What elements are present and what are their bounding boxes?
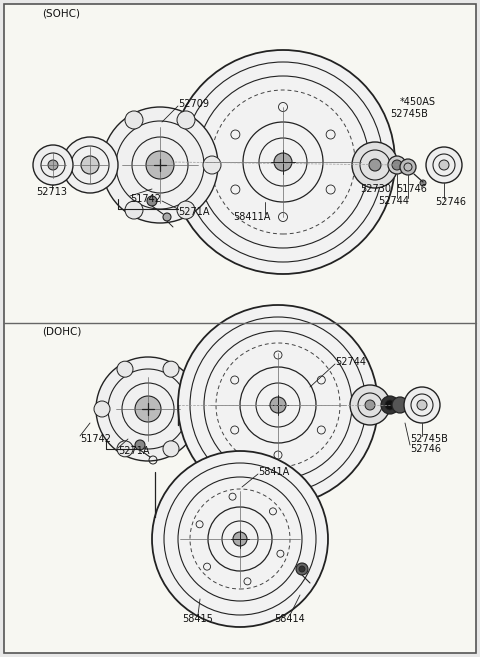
Circle shape bbox=[125, 111, 143, 129]
Circle shape bbox=[171, 50, 395, 274]
Text: 52730: 52730 bbox=[360, 184, 391, 194]
Circle shape bbox=[135, 396, 161, 422]
Circle shape bbox=[177, 111, 195, 129]
Circle shape bbox=[117, 441, 133, 457]
Text: 52709: 52709 bbox=[178, 99, 209, 109]
Circle shape bbox=[385, 400, 395, 410]
Text: 5271A: 5271A bbox=[178, 207, 209, 217]
Circle shape bbox=[81, 156, 99, 174]
Circle shape bbox=[163, 213, 171, 221]
Circle shape bbox=[203, 156, 221, 174]
Text: 5841A: 5841A bbox=[258, 467, 289, 477]
Circle shape bbox=[125, 201, 143, 219]
Text: 52746: 52746 bbox=[410, 444, 441, 454]
Text: 52746: 52746 bbox=[435, 197, 466, 207]
Text: 52745B: 52745B bbox=[410, 434, 448, 444]
Circle shape bbox=[369, 159, 381, 171]
Circle shape bbox=[94, 401, 110, 417]
Circle shape bbox=[420, 180, 426, 186]
Circle shape bbox=[404, 387, 440, 423]
Circle shape bbox=[365, 400, 375, 410]
Circle shape bbox=[177, 201, 195, 219]
Text: 58411A: 58411A bbox=[233, 212, 271, 222]
Circle shape bbox=[400, 159, 416, 175]
Circle shape bbox=[274, 153, 292, 171]
Circle shape bbox=[381, 396, 399, 414]
Circle shape bbox=[163, 441, 179, 457]
Circle shape bbox=[62, 137, 118, 193]
Circle shape bbox=[96, 357, 200, 461]
Circle shape bbox=[392, 160, 402, 170]
Circle shape bbox=[352, 142, 398, 188]
Circle shape bbox=[426, 147, 462, 183]
Text: (SOHC): (SOHC) bbox=[42, 8, 80, 18]
Text: 52713: 52713 bbox=[36, 187, 68, 197]
Circle shape bbox=[48, 160, 58, 170]
Circle shape bbox=[117, 361, 133, 377]
Circle shape bbox=[296, 563, 308, 575]
Circle shape bbox=[163, 361, 179, 377]
Circle shape bbox=[270, 397, 286, 413]
Circle shape bbox=[152, 451, 328, 627]
Circle shape bbox=[146, 151, 174, 179]
Circle shape bbox=[417, 400, 427, 410]
Circle shape bbox=[135, 440, 145, 450]
Text: 58415: 58415 bbox=[182, 614, 214, 624]
Text: 58414: 58414 bbox=[275, 614, 305, 624]
Circle shape bbox=[178, 305, 378, 505]
Circle shape bbox=[392, 397, 408, 413]
Text: *450AS: *450AS bbox=[400, 97, 436, 107]
Text: 52744: 52744 bbox=[335, 357, 366, 367]
Circle shape bbox=[350, 385, 390, 425]
Circle shape bbox=[388, 156, 406, 174]
Circle shape bbox=[186, 401, 202, 417]
Text: 52744: 52744 bbox=[378, 196, 409, 206]
Circle shape bbox=[147, 196, 157, 206]
Text: 5271A: 5271A bbox=[118, 446, 149, 456]
Text: (DOHC): (DOHC) bbox=[42, 326, 82, 336]
Circle shape bbox=[102, 107, 218, 223]
Text: 52745B: 52745B bbox=[390, 109, 428, 119]
Circle shape bbox=[233, 532, 247, 546]
Circle shape bbox=[99, 156, 117, 174]
Circle shape bbox=[439, 160, 449, 170]
Circle shape bbox=[33, 145, 73, 185]
Text: 51746: 51746 bbox=[396, 184, 427, 194]
Circle shape bbox=[299, 566, 305, 572]
Text: 51742: 51742 bbox=[80, 434, 111, 444]
Text: 51742: 51742 bbox=[130, 194, 161, 204]
